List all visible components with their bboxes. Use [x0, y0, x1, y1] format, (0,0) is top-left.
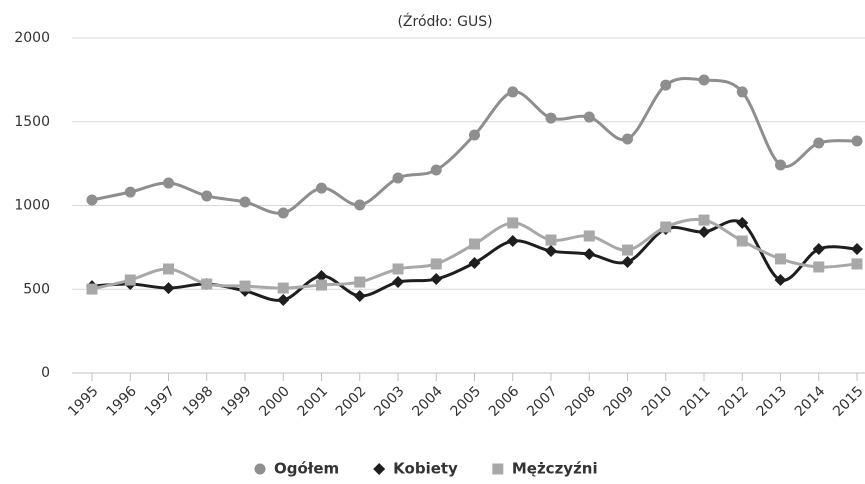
x-tick-label: 2005: [448, 383, 485, 420]
x-tick-label: 2002: [333, 383, 370, 420]
marker: [392, 172, 404, 184]
marker: [698, 214, 710, 226]
marker: [851, 243, 863, 256]
x-tick-label: 2003: [371, 383, 408, 420]
x-tick-label: 2014: [792, 383, 829, 420]
marker: [698, 225, 710, 238]
marker: [469, 238, 480, 250]
marker: [775, 253, 786, 265]
marker: [660, 221, 672, 233]
marker: [392, 263, 404, 275]
marker: [736, 86, 748, 98]
marker: [254, 463, 266, 475]
marker: [315, 270, 328, 283]
marker: [354, 199, 366, 211]
x-tick-label: 2013: [754, 383, 791, 420]
x-tick-label: 2015: [830, 383, 865, 420]
marker: [506, 235, 519, 248]
marker: [545, 245, 557, 258]
marker: [851, 258, 863, 270]
marker: [583, 111, 595, 123]
marker: [239, 280, 251, 292]
x-tick-label: 2007: [524, 383, 561, 420]
marker: [507, 86, 519, 98]
marker: [354, 276, 366, 288]
marker: [163, 263, 174, 275]
marker: [813, 261, 825, 273]
legend-label: Kobiety: [393, 460, 458, 478]
marker: [469, 129, 480, 141]
marker: [162, 282, 175, 295]
marker: [430, 258, 442, 270]
marker: [86, 194, 98, 206]
marker: [201, 190, 213, 202]
y-tick-label: 500: [23, 281, 50, 297]
x-tick-label: 2012: [715, 383, 752, 420]
marker: [201, 278, 213, 290]
x-tick-label: 1996: [103, 383, 140, 420]
marker: [316, 182, 327, 194]
marker: [492, 463, 504, 475]
x-tick-label: 1999: [218, 383, 255, 420]
marker: [622, 244, 633, 256]
marker: [622, 133, 633, 145]
x-tick-label: 2010: [639, 383, 676, 420]
marker: [124, 274, 136, 286]
marker: [277, 282, 289, 294]
marker: [277, 207, 289, 219]
marker: [545, 234, 557, 246]
legend-label: Mężczyźni: [512, 460, 598, 478]
marker: [392, 276, 404, 289]
marker: [430, 273, 443, 286]
y-tick-label: 2000: [14, 30, 50, 46]
x-tick-label: 2000: [256, 383, 293, 420]
marker: [86, 283, 98, 295]
y-tick-label: 1000: [14, 198, 50, 214]
x-tick-label: 2004: [409, 383, 446, 420]
marker: [353, 289, 366, 302]
y-tick-label: 1500: [14, 114, 50, 130]
marker: [774, 274, 787, 287]
marker: [583, 230, 595, 242]
marker: [468, 256, 481, 269]
marker: [430, 164, 442, 176]
marker: [583, 248, 596, 261]
legend: Ogółem Kobiety Mężczyźni: [254, 460, 598, 478]
marker: [277, 293, 290, 306]
marker: [163, 177, 174, 189]
marker: [373, 463, 386, 475]
marker: [812, 243, 825, 256]
marker: [621, 255, 634, 268]
marker: [736, 216, 749, 229]
marker: [124, 186, 136, 198]
marker: [660, 79, 672, 91]
marker: [239, 196, 251, 208]
marker: [316, 279, 327, 291]
x-tick-label: 2006: [486, 383, 523, 420]
chart-title: (Źródło: GUS): [397, 12, 492, 30]
marker: [736, 235, 748, 247]
marker: [851, 135, 863, 147]
legend-label: Ogółem: [274, 460, 339, 478]
x-tick-label: 2009: [601, 383, 638, 420]
marker: [698, 74, 710, 86]
x-tick-label: 1995: [65, 383, 102, 420]
x-tick-label: 2011: [677, 383, 714, 420]
y-tick-label: 0: [41, 365, 50, 381]
marker: [813, 137, 825, 149]
x-tick-label: 2008: [562, 383, 599, 420]
marker: [545, 112, 557, 124]
x-tick-label: 2001: [295, 383, 332, 420]
x-tick-label: 1997: [142, 383, 179, 420]
marker: [507, 217, 519, 229]
marker: [775, 159, 786, 171]
x-tick-label: 1998: [180, 383, 217, 420]
